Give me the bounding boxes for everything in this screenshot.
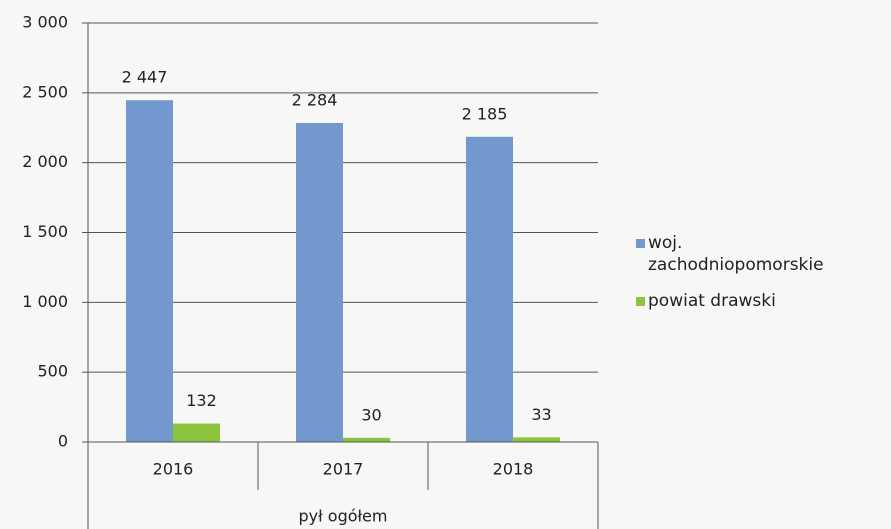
bar bbox=[173, 423, 220, 442]
y-tick-label: 2 000 bbox=[22, 152, 68, 171]
data-label: 2 185 bbox=[462, 104, 508, 123]
data-label: 30 bbox=[361, 405, 381, 424]
bar bbox=[126, 100, 173, 443]
data-label: 2 284 bbox=[292, 91, 338, 110]
group-label: pył ogółem bbox=[299, 507, 388, 526]
y-tick-label: 500 bbox=[37, 362, 68, 381]
bar bbox=[343, 437, 390, 442]
legend-label: powiat drawski bbox=[648, 291, 776, 311]
bar bbox=[296, 123, 343, 442]
legend: woj. zachodniopomorskie powiat drawski bbox=[636, 232, 876, 326]
x-tick-label: 2018 bbox=[493, 460, 534, 479]
y-tick-label: 2 500 bbox=[22, 82, 68, 101]
bar bbox=[513, 437, 560, 442]
data-label: 132 bbox=[186, 391, 217, 410]
legend-item: woj. zachodniopomorskie bbox=[636, 232, 876, 276]
y-tick-label: 0 bbox=[58, 432, 68, 451]
x-tick-label: 2017 bbox=[323, 460, 364, 479]
legend-item: powiat drawski bbox=[636, 290, 876, 312]
data-label: 33 bbox=[531, 405, 551, 424]
y-tick-label: 3 000 bbox=[22, 13, 68, 32]
x-tick-label: 2016 bbox=[153, 460, 194, 479]
y-tick-label: 1 500 bbox=[22, 222, 68, 241]
legend-swatch bbox=[636, 239, 645, 248]
legend-swatch bbox=[636, 297, 645, 306]
bar bbox=[466, 136, 513, 442]
data-label: 2 447 bbox=[122, 68, 168, 87]
y-tick-label: 1 000 bbox=[22, 292, 68, 311]
legend-label: woj. zachodniopomorskie bbox=[648, 233, 824, 275]
